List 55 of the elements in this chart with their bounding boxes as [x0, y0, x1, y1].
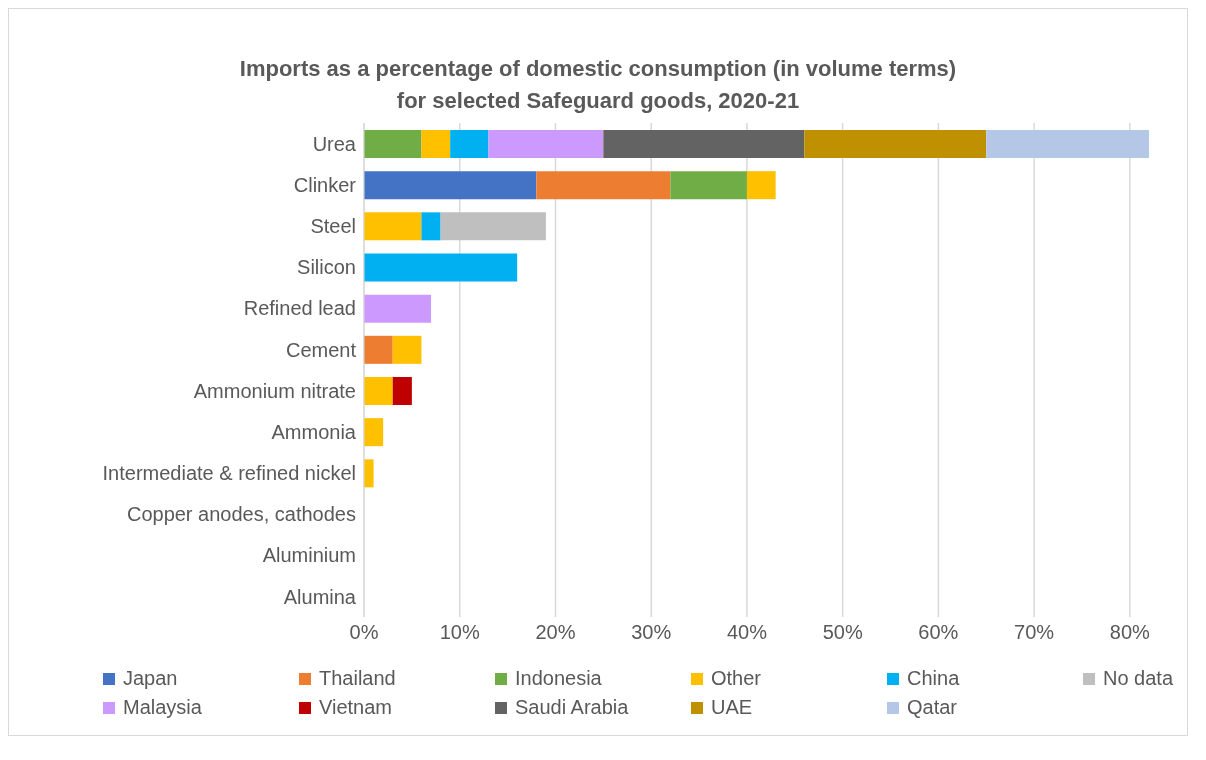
y-tick-label: Alumina	[283, 585, 357, 608]
bar	[392, 335, 422, 364]
x-tick-label: 10%	[439, 621, 480, 644]
x-tick-label: 0%	[349, 621, 379, 644]
bar	[421, 130, 451, 158]
y-tick-label: Intermediate & refined nickel	[102, 462, 356, 485]
bar	[364, 294, 432, 323]
legend-label: Vietnam	[319, 696, 393, 719]
bar	[986, 130, 1149, 158]
bar	[364, 212, 422, 241]
bar	[364, 418, 384, 447]
y-tick-label: Silicon	[297, 256, 356, 279]
x-tick-label: 20%	[535, 621, 576, 644]
legend-label: Qatar	[907, 696, 958, 719]
x-tick-label: 50%	[822, 621, 863, 644]
x-tick-label: 70%	[1014, 621, 1055, 644]
legend-label: No data	[1103, 667, 1174, 690]
bar	[364, 459, 374, 488]
bar	[746, 171, 776, 200]
bar	[421, 212, 441, 241]
bar	[450, 130, 489, 158]
bar	[536, 171, 671, 200]
x-tick-label: 40%	[726, 621, 768, 644]
y-tick-label: Urea	[312, 132, 357, 155]
y-tick-label: Cement	[285, 338, 357, 361]
legend-label: Thailand	[319, 667, 396, 690]
y-tick-label: Aluminium	[262, 544, 356, 567]
bar	[392, 377, 412, 405]
x-tick-label: 80%	[1109, 621, 1151, 644]
bar	[364, 253, 518, 282]
y-tick-label: Refined lead	[243, 297, 356, 320]
legend-label: China	[907, 667, 960, 690]
bar	[440, 212, 546, 241]
legend-label: UAE	[711, 696, 753, 719]
y-tick-label: Ammonium nitrate	[193, 379, 356, 402]
bar	[804, 130, 987, 158]
chart-title: Imports as a percentage of domestic consumption (in volume terms) for selected Safeguard goods, 2020-21	[238, 55, 958, 115]
legend-label: Other	[711, 667, 762, 690]
y-tick-label: Steel	[310, 215, 356, 238]
y-tick-label: Clinker	[293, 173, 357, 196]
x-tick-label: 60%	[918, 621, 959, 644]
bar	[364, 377, 393, 405]
bar	[670, 171, 747, 200]
legend-label: Japan	[123, 667, 178, 690]
y-tick-label: Copper anodes, cathodes	[126, 503, 356, 526]
bar	[603, 130, 805, 158]
legend-label: Indonesia	[515, 667, 602, 690]
x-tick-label: 30%	[631, 621, 672, 644]
y-tick-label: Ammonia	[271, 420, 357, 443]
bar	[364, 171, 537, 200]
legend-label: Malaysia	[123, 696, 202, 719]
bar	[364, 130, 422, 158]
bar	[364, 335, 393, 364]
legend-label: Saudi Arabia	[515, 696, 629, 719]
bar	[488, 130, 604, 158]
